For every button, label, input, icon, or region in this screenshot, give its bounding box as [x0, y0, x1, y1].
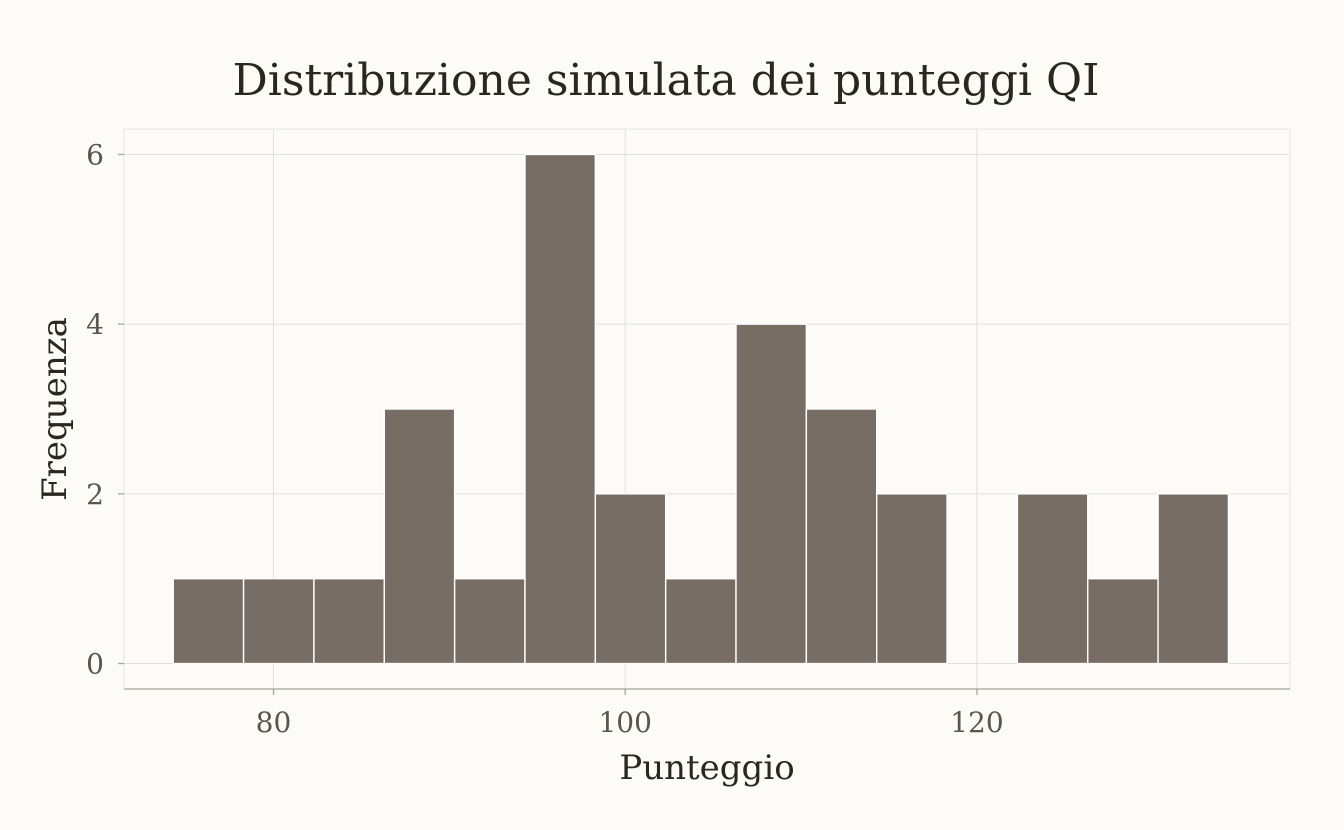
histogram-bar: [313, 577, 385, 665]
y-axis-ticks: 0 2 4 6: [86, 138, 124, 681]
y-tick-label: 4: [86, 308, 104, 341]
chart-title: Distribuzione simulata dei punteggi QI: [233, 55, 1100, 106]
histogram-bar: [383, 408, 456, 665]
histogram-bar: [1087, 577, 1159, 665]
histogram-bar: [453, 577, 526, 665]
x-tick-label: 80: [256, 706, 292, 739]
histogram-bar: [805, 408, 878, 665]
y-tick-label: 2: [86, 478, 104, 511]
histogram-bar: [664, 577, 737, 665]
x-tick-label: 120: [950, 706, 1003, 739]
histogram-bar: [1016, 493, 1089, 665]
x-axis-ticks: 80 100 120: [256, 689, 1004, 739]
histogram-bar: [524, 153, 597, 665]
histogram-bar: [242, 577, 315, 665]
histogram-bar: [172, 577, 245, 665]
y-tick-label: 6: [86, 138, 104, 171]
y-axis-label: Frequenza: [35, 317, 75, 501]
y-tick-label: 0: [86, 648, 104, 681]
histogram-bar: [876, 493, 948, 665]
x-axis-label: Punteggio: [619, 748, 794, 788]
x-tick-label: 100: [598, 706, 651, 739]
bars: [172, 153, 1230, 665]
histogram-bar: [735, 323, 808, 665]
histogram-bar: [594, 493, 667, 665]
histogram-bar: [1157, 493, 1230, 665]
